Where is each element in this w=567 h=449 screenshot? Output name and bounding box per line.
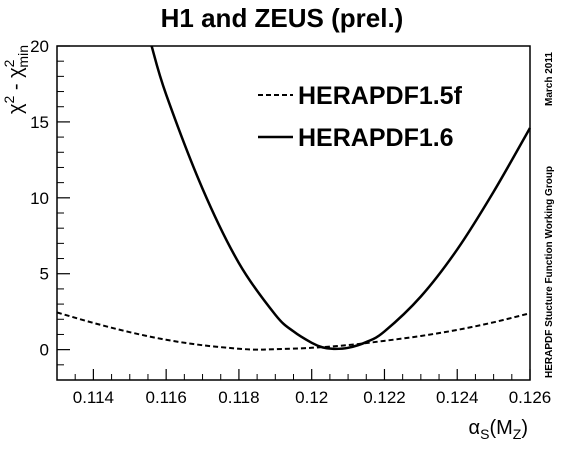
y-tick-label: 10 [30, 189, 49, 208]
series-line-herapdf1-6 [150, 45, 532, 351]
working-group-note: HERAPDF Stucture Function Working Group [544, 166, 555, 378]
y-tick-label: 5 [40, 265, 49, 284]
series-layer [56, 45, 532, 351]
x-tick-label: 0.114 [73, 388, 114, 407]
y-axis: 0 5 10 15 20 [30, 37, 70, 381]
series-line-herapdf1-5f [56, 311, 531, 351]
x-tick-label: 0.12 [295, 388, 328, 407]
legend-entry-label: HERAPDF1.6 [298, 124, 454, 152]
x-tick-label: 0.126 [509, 388, 552, 407]
x-tick-label: 0.118 [218, 388, 259, 407]
x-tick-label: 0.124 [436, 388, 479, 407]
x-tick-label: 0.116 [146, 388, 187, 407]
y-tick-label: 15 [30, 113, 49, 132]
legend: HERAPDF1.5f HERAPDF1.6 [258, 82, 463, 152]
y-tick-label: 0 [40, 341, 49, 360]
date-note: March 2011 [544, 52, 555, 106]
y-axis-label: χ2 - χ2min [1, 45, 31, 114]
legend-entry-label: HERAPDF1.5f [298, 82, 463, 110]
x-tick-label: 0.122 [363, 388, 406, 407]
x-axis-label: αS(MZ) [469, 417, 528, 442]
x-axis: 0.114 0.116 0.118 0.12 0.122 0.124 0.126 [56, 369, 552, 407]
y-tick-label: 20 [30, 37, 49, 56]
chart-title: H1 and ZEUS (prel.) [161, 3, 404, 33]
